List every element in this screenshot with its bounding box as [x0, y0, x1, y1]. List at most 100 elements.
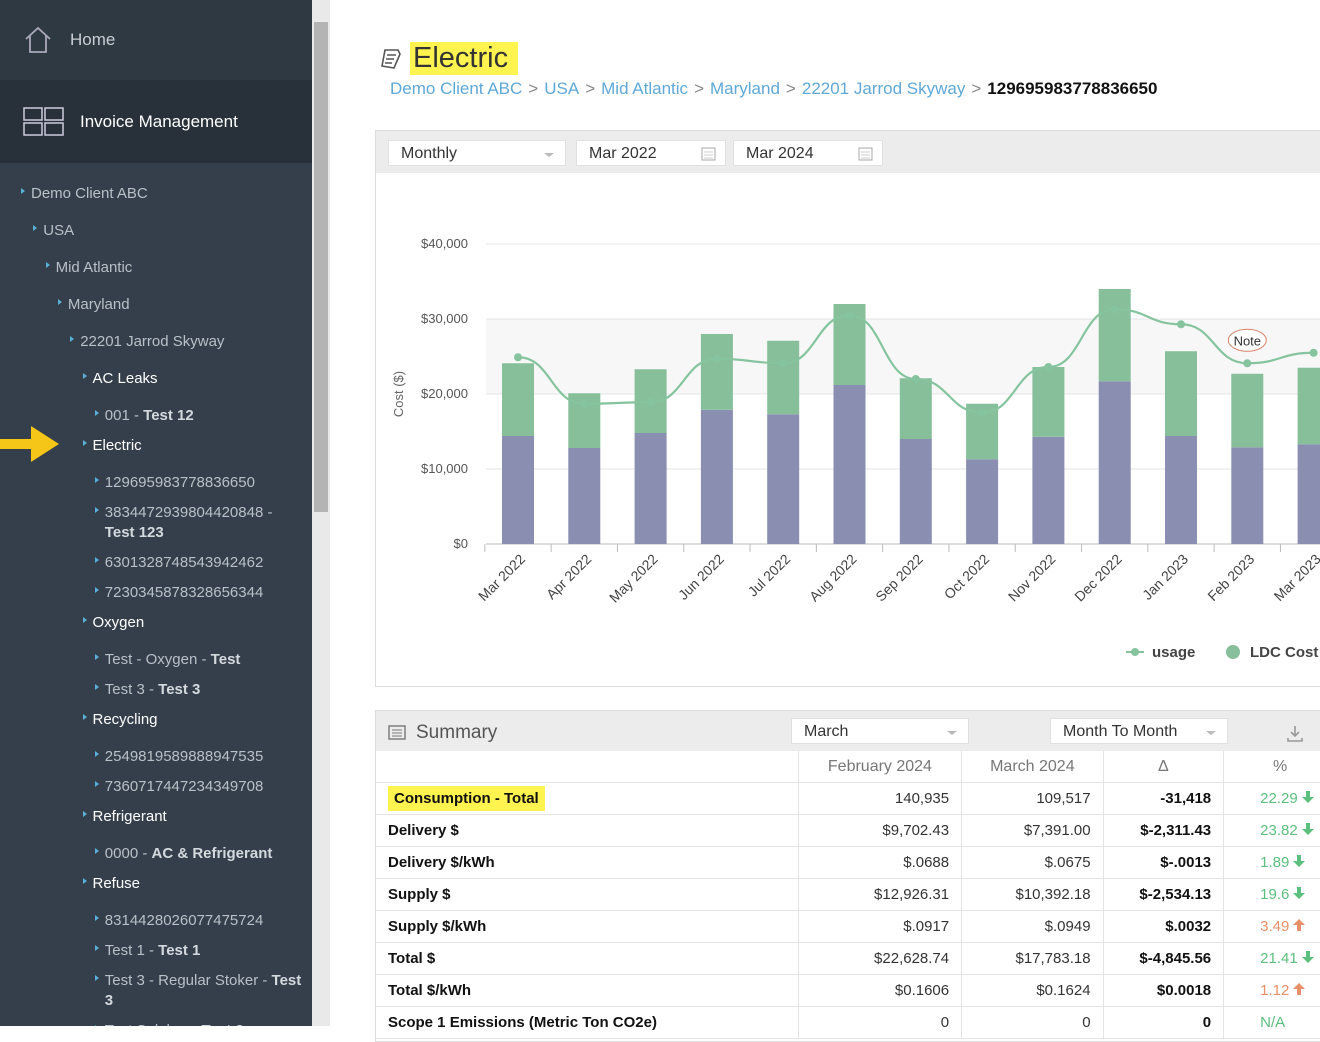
- tree-label[interactable]: 0000 -: [104, 845, 152, 862]
- tree-item[interactable]: Test Sulphur - Test 2: [0, 1017, 312, 1026]
- tree-item[interactable]: 0000 - AC & Refrigerant: [0, 840, 312, 870]
- tree-label-strong[interactable]: Test 123: [104, 524, 164, 541]
- bar: [1098, 381, 1131, 544]
- table-cell: $12,926.31: [797, 878, 962, 911]
- summary-card: Summary March Month To Month February 20…: [375, 710, 1320, 1042]
- tree-label[interactable]: Test 3 -: [104, 681, 159, 698]
- tree-item[interactable]: Test - Oxygen - Test: [0, 646, 312, 676]
- bar: [1165, 351, 1197, 436]
- tree-item[interactable]: 001 - Test 12: [0, 402, 312, 432]
- bar: [1032, 367, 1065, 437]
- tree-label[interactable]: Test - Oxygen -: [104, 651, 211, 668]
- table-cell: 109,517: [961, 782, 1104, 815]
- select-icon: [858, 147, 873, 161]
- tree-item[interactable]: 6301328748543942462: [0, 549, 312, 579]
- tree-label[interactable]: Refuse: [92, 875, 141, 892]
- tree-label[interactable]: 7230345878328656344: [104, 584, 264, 601]
- tree-label[interactable]: 129695983778836650: [104, 474, 255, 491]
- tree-label-strong[interactable]: Test 3: [158, 681, 201, 698]
- nav-home[interactable]: Home: [0, 0, 312, 80]
- tree-item[interactable]: 8314428026077475724: [0, 907, 312, 937]
- tree-item[interactable]: 7360717447234349708: [0, 773, 312, 803]
- tree-label[interactable]: Refrigerant: [92, 808, 167, 825]
- cell-text: $10,392.18: [1015, 886, 1091, 903]
- breadcrumb-sep: >: [585, 79, 596, 98]
- tree-label[interactable]: Oxygen: [92, 614, 145, 631]
- tree-item[interactable]: Electric: [0, 426, 312, 462]
- tree-item[interactable]: Recycling: [0, 706, 312, 736]
- tree-label[interactable]: Test Sulphur -: [105, 1022, 202, 1026]
- tree-item[interactable]: Refrigerant: [0, 803, 312, 833]
- tree-label-strong[interactable]: Test 2: [202, 1022, 244, 1026]
- tree-item[interactable]: Test 3 - Regular Stoker - Test 3: [0, 967, 312, 1017]
- tree-item[interactable]: USA: [0, 217, 312, 247]
- tree-label[interactable]: Electric: [92, 437, 142, 454]
- tree-item[interactable]: Test 1 - Test 1: [0, 937, 312, 967]
- tree-item[interactable]: 129695983778836650: [0, 469, 312, 499]
- trend-arrow: [1301, 951, 1314, 963]
- scroll-thumb[interactable]: [314, 22, 328, 512]
- start-date[interactable]: Mar 2022: [576, 140, 726, 166]
- tree-item[interactable]: Mid Atlantic: [0, 254, 312, 284]
- tree-label[interactable]: Demo Client ABC: [31, 185, 148, 202]
- tree-item[interactable]: Test 3 - Test 3: [0, 676, 312, 706]
- usage-point: [646, 398, 655, 407]
- tree-label-strong[interactable]: Test 3: [104, 972, 302, 1009]
- cell-text: 19.6: [1260, 886, 1290, 903]
- breadcrumb-link[interactable]: Maryland: [710, 79, 780, 98]
- nav-invoice[interactable]: Invoice Management: [0, 80, 312, 163]
- tree-item[interactable]: 7230345878328656344: [0, 579, 312, 609]
- tree-label-strong[interactable]: Test 1: [158, 942, 201, 959]
- cell-text: $0.1624: [1036, 982, 1091, 999]
- tree-item[interactable]: Maryland: [0, 291, 312, 321]
- bar: [899, 378, 932, 439]
- tree-item[interactable]: Oxygen: [0, 609, 312, 639]
- tree-item[interactable]: Refuse: [0, 870, 312, 900]
- tree-label[interactable]: 7360717447234349708: [104, 778, 264, 795]
- breadcrumb-current: 129695983778836650: [987, 79, 1158, 98]
- breadcrumb-link[interactable]: Demo Client ABC: [390, 79, 523, 98]
- table-cell: $0.1606: [797, 974, 962, 1007]
- x-tick-label: Sep 2022: [872, 551, 926, 605]
- tree-label[interactable]: Test 1 -: [104, 942, 159, 959]
- x-tick-label: Mar 2023: [1271, 551, 1320, 604]
- tree-label[interactable]: USA: [43, 222, 75, 239]
- tree-label[interactable]: AC Leaks: [92, 370, 158, 387]
- tree-item[interactable]: 2549819589888947535: [0, 743, 312, 773]
- cell-text: $7,391.00: [1023, 822, 1091, 839]
- breadcrumb-link[interactable]: Mid Atlantic: [601, 79, 689, 98]
- cell-text: -31,418: [1160, 790, 1212, 807]
- tree-label[interactable]: 3834472939804420848 -: [104, 504, 273, 521]
- tree-label[interactable]: 22201 Jarrod Skyway: [80, 333, 225, 350]
- select-value: Month To Month: [1063, 723, 1178, 740]
- tree-label-strong[interactable]: Test: [210, 651, 241, 668]
- end-date[interactable]: Mar 2024: [733, 140, 883, 166]
- month-select[interactable]: March: [791, 718, 969, 744]
- breadcrumb-link[interactable]: USA: [544, 79, 580, 98]
- table-row: Total $ $22,628.74 $17,783.18 $-4,845.56 21.…: [376, 942, 1320, 975]
- tree-item[interactable]: AC Leaks: [0, 365, 312, 395]
- tree-label-strong[interactable]: AC & Refrigerant: [151, 845, 273, 862]
- mode-select[interactable]: Month To Month: [1050, 718, 1228, 744]
- table-row: Scope 1 Emissions (Metric Ton CO2e) 0 0 0 N/…: [376, 1006, 1320, 1039]
- tree-label[interactable]: 8314428026077475724: [104, 912, 264, 929]
- period-select[interactable]: Monthly: [388, 140, 566, 166]
- tree-label[interactable]: Mid Atlantic: [55, 259, 133, 276]
- nav-label[interactable]: Invoice Management: [80, 111, 238, 131]
- tree-label[interactable]: Test 3 - Regular Stoker -: [104, 972, 272, 989]
- breadcrumb-link[interactable]: 22201 Jarrod Skyway: [801, 79, 966, 98]
- nav-label[interactable]: Home: [70, 30, 116, 49]
- x-tick-label: Aug 2022: [806, 551, 860, 605]
- tree-item[interactable]: 22201 Jarrod Skyway: [0, 328, 312, 358]
- tree-item[interactable]: 3834472939804420848 - Test 123: [0, 499, 312, 549]
- tree-label[interactable]: 001 -: [104, 407, 144, 424]
- tree-item[interactable]: Demo Client ABC: [0, 180, 312, 210]
- tree-label-strong[interactable]: Test 12: [143, 407, 194, 424]
- tree-label[interactable]: Maryland: [67, 296, 130, 313]
- tree-label[interactable]: Recycling: [92, 711, 158, 728]
- tree-label[interactable]: 2549819589888947535: [104, 748, 264, 765]
- scrollbar[interactable]: [312, 0, 330, 1026]
- cell-text: $.0032: [1165, 918, 1212, 935]
- download-icon[interactable]: [1286, 725, 1304, 743]
- tree-label[interactable]: 6301328748543942462: [104, 554, 264, 571]
